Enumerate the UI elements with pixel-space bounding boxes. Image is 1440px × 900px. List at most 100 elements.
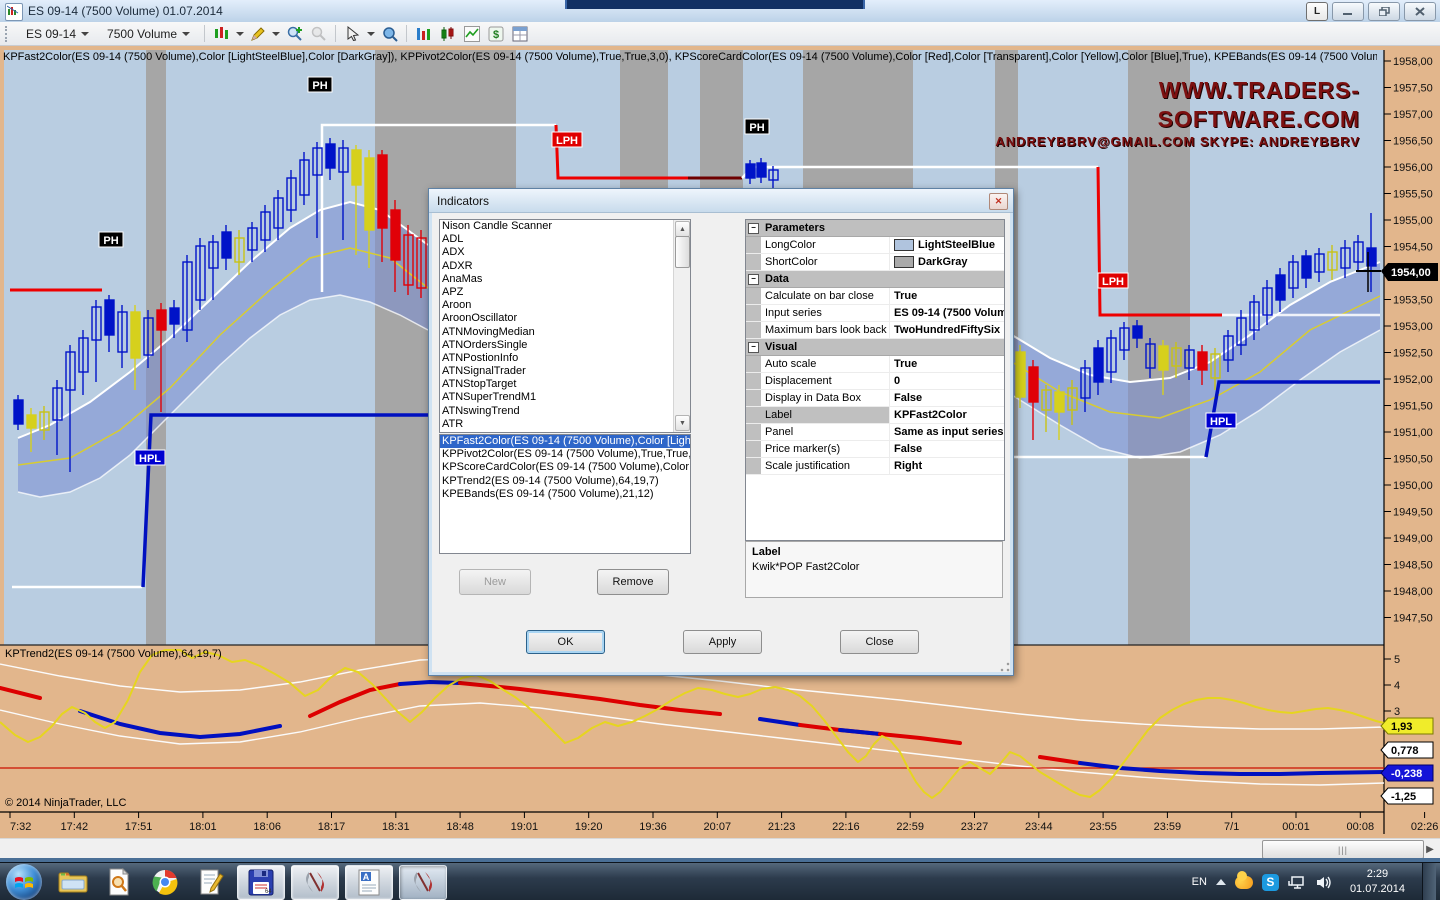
property-grid[interactable]: − Parameters LongColor LightSteelBlue ShortC… <box>745 219 1005 541</box>
property-row[interactable]: Label KPFast2Color <box>746 407 1004 424</box>
property-row[interactable]: Price marker(s) False <box>746 441 1004 458</box>
scrollbar-right-arrow[interactable]: ▶ <box>1426 843 1434 855</box>
indicator-list-item[interactable]: AnaMas <box>442 272 483 285</box>
applied-indicator-item[interactable]: KPPivot2Color(ES 09-14 (7500 Volume),Tru… <box>442 448 690 461</box>
property-row[interactable]: LongColor LightSteelBlue <box>746 237 1004 254</box>
chart-horizontal-scrollbar[interactable]: ||| ▶ <box>0 838 1440 859</box>
watermark-line2: ANDREYBBRV@GMAIL.COM SKYPE: ANDREYBBRV <box>995 133 1360 149</box>
minimize-button[interactable] <box>1332 2 1364 21</box>
close-button[interactable] <box>1404 2 1436 21</box>
collapse-icon[interactable]: − <box>748 342 759 353</box>
scroll-up-arrow[interactable]: ▲ <box>675 221 690 237</box>
indicator-list-item[interactable]: ATNMovingMedian <box>442 325 535 338</box>
property-row[interactable]: ShortColor DarkGray <box>746 254 1004 271</box>
indicator-list-item[interactable]: ADX <box>442 246 465 259</box>
zoom-out-icon[interactable] <box>308 24 328 44</box>
dialog-close-button[interactable]: ✕ <box>989 193 1008 210</box>
applied-indicator-item[interactable]: KPEBands(ES 09-14 (7500 Volume),21,12) <box>442 487 654 500</box>
indicator-list-item[interactable]: ATNStopTarget <box>442 378 517 391</box>
indicator-list-item[interactable]: AroonOscillator <box>442 312 518 325</box>
chart-style-candles-icon[interactable] <box>212 24 232 44</box>
chevron-down-icon[interactable] <box>367 31 376 36</box>
notepad-icon[interactable] <box>191 865 231 899</box>
taskbar-app-ninjatrader[interactable] <box>291 864 339 900</box>
indicator-list-item[interactable]: APZ <box>442 285 464 298</box>
taskbar-app-ninjatrader-active[interactable] <box>399 864 447 900</box>
chevron-down-icon[interactable] <box>272 31 281 36</box>
property-category[interactable]: − Visual <box>746 339 1004 356</box>
data-magnifier-icon[interactable] <box>379 24 399 44</box>
indicator-list-item[interactable]: ATNswingTrend <box>442 404 520 417</box>
clock-date: 01.07.2014 <box>1349 883 1405 895</box>
cursor-select-icon[interactable] <box>343 24 363 44</box>
indicator-list-item[interactable]: ADL <box>442 233 464 246</box>
drawing-pencil-icon[interactable] <box>248 24 268 44</box>
applied-indicator-item[interactable]: KPFast2Color(ES 09-14 (7500 Volume),Colo… <box>440 435 690 449</box>
taskbar-clock[interactable]: 2:29 01.07.2014 <box>1342 867 1413 897</box>
indicator-list-item[interactable]: ATNOrdersSingle <box>442 338 528 351</box>
applied-indicator-item[interactable]: KPScoreCardColor(ES 09-14 (7500 Volume),… <box>442 461 690 474</box>
zoom-in-icon[interactable] <box>284 24 304 44</box>
property-row[interactable]: Displacement 0 <box>746 373 1004 390</box>
property-row[interactable]: Display in Data Box False <box>746 390 1004 407</box>
language-indicator[interactable]: EN <box>1191 876 1207 888</box>
ok-button[interactable]: OK <box>526 630 605 654</box>
dialog-titlebar[interactable]: Indicators ✕ <box>429 189 1013 213</box>
collapse-icon[interactable]: − <box>748 274 759 285</box>
instrument-dropdown[interactable]: ES 09-14 <box>19 24 96 44</box>
new-button[interactable]: New <box>459 569 531 595</box>
collapse-icon[interactable]: − <box>748 223 759 234</box>
restore-button[interactable] <box>1368 2 1400 21</box>
property-row[interactable]: Panel Same as input series <box>746 424 1004 441</box>
applied-indicators-list[interactable]: KPFast2Color(ES 09-14 (7500 Volume),Colo… <box>439 434 691 554</box>
show-desktop-button[interactable] <box>1422 863 1436 900</box>
indicator-list-item[interactable]: Nison Candle Scanner <box>442 220 553 232</box>
indicator-list-item[interactable]: ADXR <box>442 259 473 272</box>
indicator-list-item[interactable]: ATR <box>442 417 464 430</box>
chrome-icon[interactable] <box>145 865 185 899</box>
indicator-list-item[interactable]: ATNPostionInfo <box>442 351 519 364</box>
network-tray-icon[interactable] <box>1288 874 1306 890</box>
property-category[interactable]: − Parameters <box>746 220 1004 237</box>
chevron-down-icon[interactable] <box>236 31 245 36</box>
start-button[interactable] <box>6 864 42 900</box>
dialog-resize-grip[interactable] <box>1000 662 1010 672</box>
background-window-tab[interactable] <box>565 0 865 9</box>
scrollbar-thumb[interactable] <box>675 236 690 268</box>
tray-expand-icon[interactable] <box>1215 879 1226 885</box>
property-category[interactable]: − Data <box>746 271 1004 288</box>
svg-text:1947,50: 1947,50 <box>1393 613 1433 625</box>
property-row[interactable]: Maximum bars look back TwoHundredFiftySix <box>746 322 1004 339</box>
property-row[interactable]: Calculate on bar close True <box>746 288 1004 305</box>
explorer-icon[interactable] <box>53 865 93 899</box>
available-indicators-list[interactable]: Nison Candle Scanner ADL ADX ADXR AnaMas APZ A… <box>439 219 691 433</box>
search-document-icon[interactable] <box>99 865 139 899</box>
apply-button[interactable]: Apply <box>683 630 762 654</box>
scroll-down-arrow[interactable]: ▼ <box>675 415 690 431</box>
property-row[interactable]: Auto scale True <box>746 356 1004 373</box>
scrollbar-thumb[interactable]: ||| <box>1262 840 1424 859</box>
indicator-list-item[interactable]: ATNSignalTrader <box>442 365 526 378</box>
list-scrollbar[interactable]: ▲ ▼ <box>673 220 690 432</box>
chart-bars-icon[interactable] <box>414 24 434 44</box>
indicator-list-item[interactable]: ATNSuperTrendM1 <box>442 391 537 404</box>
indicator-list-item[interactable]: Aroon <box>442 299 472 312</box>
applied-indicator-item[interactable]: KPTrend2(ES 09-14 (7500 Volume),64,19,7) <box>442 474 659 487</box>
data-grid-icon[interactable] <box>510 24 530 44</box>
chart-line-icon[interactable] <box>462 24 482 44</box>
property-row[interactable]: Scale justification Right <box>746 458 1004 475</box>
taskbar-app-writer[interactable]: A <box>345 864 393 900</box>
weather-tray-icon[interactable] <box>1234 870 1253 890</box>
indicators-dialog[interactable]: Indicators ✕ Nison Candle Scanner ADL ADX A… <box>428 188 1014 676</box>
interval-dropdown[interactable]: 7500 Volume <box>100 24 197 44</box>
toolbar-grip[interactable] <box>5 25 12 42</box>
taskbar-app-ninjatrader64[interactable]: 64 <box>237 864 285 900</box>
volume-tray-icon[interactable] <box>1315 874 1333 890</box>
remove-button[interactable]: Remove <box>597 569 669 595</box>
close-button[interactable]: Close <box>840 630 919 654</box>
lock-button[interactable]: L <box>1306 2 1328 21</box>
skype-tray-icon[interactable]: S <box>1261 873 1279 891</box>
chart-candles-icon[interactable] <box>438 24 458 44</box>
dollar-format-icon[interactable]: $ <box>486 24 506 44</box>
